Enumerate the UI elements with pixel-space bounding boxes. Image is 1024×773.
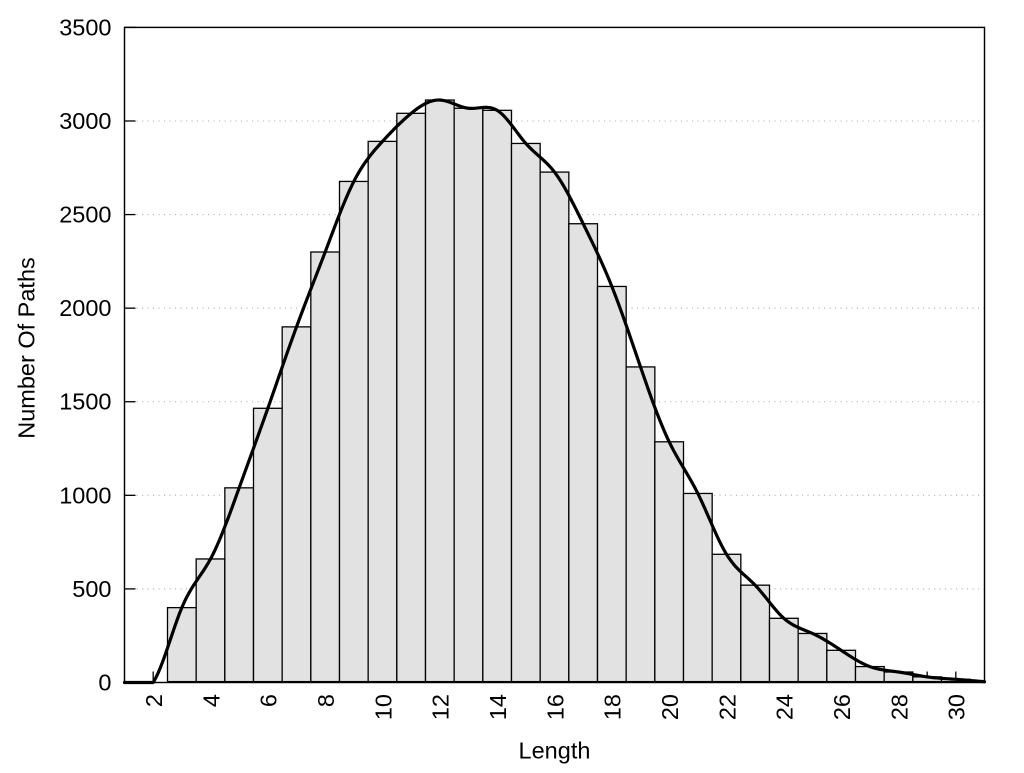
svg-text:6: 6 <box>256 694 282 707</box>
svg-text:16: 16 <box>542 694 568 720</box>
svg-text:Length: Length <box>519 737 591 763</box>
svg-text:500: 500 <box>72 576 111 602</box>
svg-text:3500: 3500 <box>59 14 111 40</box>
svg-text:4: 4 <box>198 694 224 707</box>
svg-text:12: 12 <box>428 694 454 720</box>
svg-text:14: 14 <box>485 694 511 720</box>
svg-text:2: 2 <box>141 694 167 707</box>
svg-text:2000: 2000 <box>59 295 111 321</box>
svg-text:2500: 2500 <box>59 202 111 228</box>
svg-text:24: 24 <box>772 694 798 720</box>
svg-text:18: 18 <box>600 694 626 720</box>
svg-text:1500: 1500 <box>59 389 111 415</box>
svg-text:1000: 1000 <box>59 482 111 508</box>
svg-text:28: 28 <box>886 694 912 720</box>
svg-text:20: 20 <box>657 694 683 720</box>
svg-text:26: 26 <box>829 694 855 720</box>
svg-text:Number Of Paths: Number Of Paths <box>13 257 39 439</box>
svg-text:22: 22 <box>714 694 740 720</box>
svg-text:30: 30 <box>944 694 970 720</box>
svg-text:8: 8 <box>313 694 339 707</box>
svg-text:10: 10 <box>370 694 396 720</box>
svg-text:3000: 3000 <box>59 108 111 134</box>
svg-text:0: 0 <box>98 670 111 696</box>
